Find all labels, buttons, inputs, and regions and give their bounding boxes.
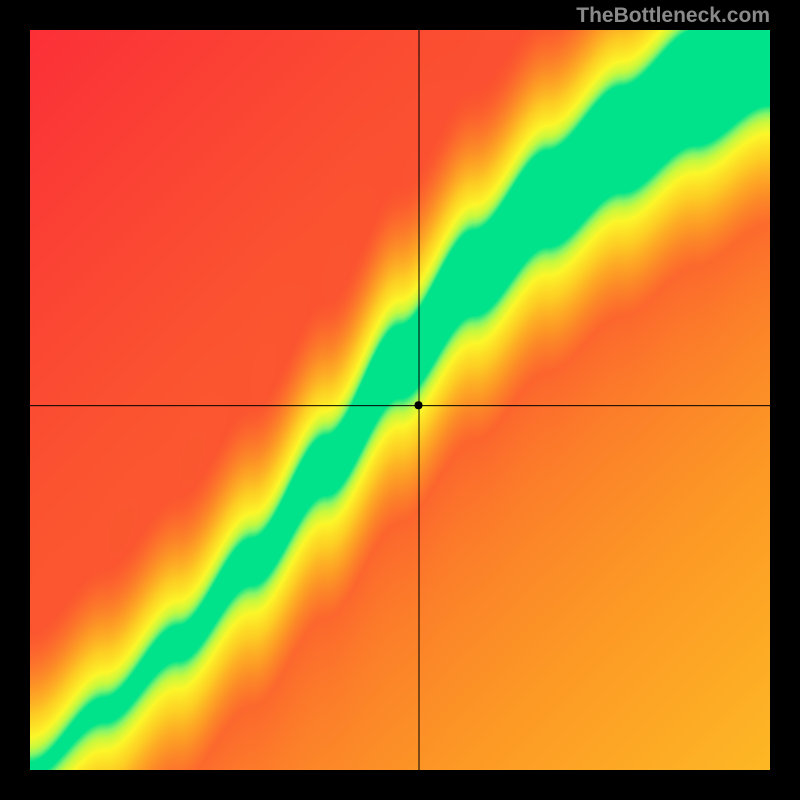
bottleneck-heatmap bbox=[30, 30, 770, 770]
watermark-text: TheBottleneck.com bbox=[576, 4, 770, 28]
heatmap-canvas bbox=[30, 30, 770, 770]
